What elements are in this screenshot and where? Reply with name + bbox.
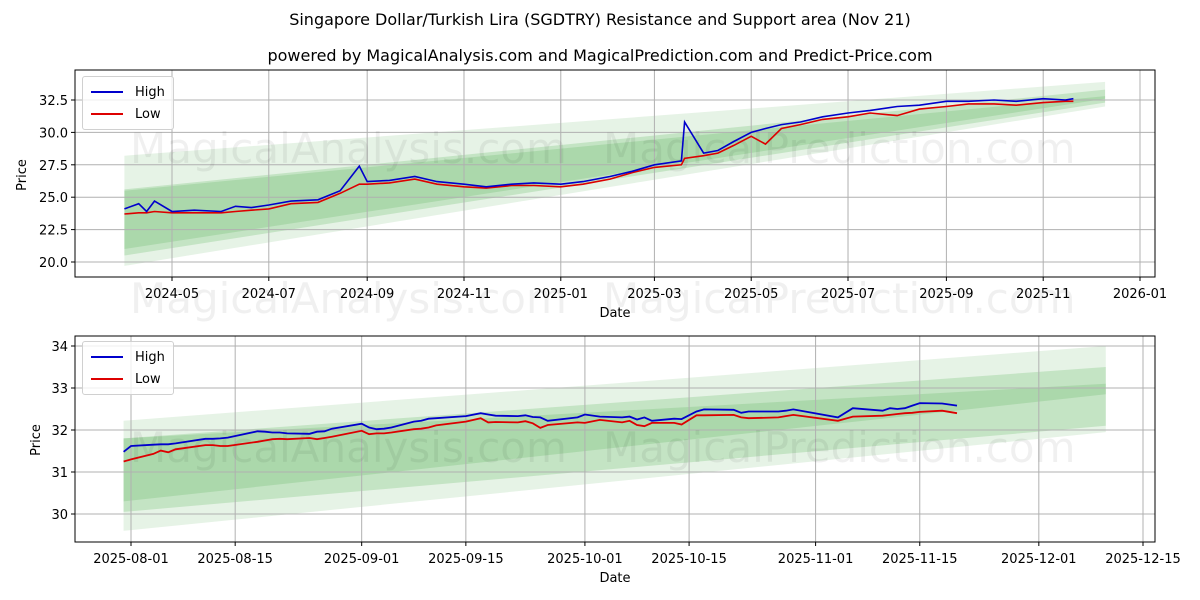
top-support-resistance-bands	[124, 81, 1106, 266]
bottom-low-line	[123, 409, 958, 463]
x-tick-label: 2025-07	[821, 287, 875, 302]
band-outer	[124, 81, 1106, 266]
watermark-prediction-2: MagicalPrediction.com	[603, 274, 1076, 323]
high-swatch-icon	[91, 356, 123, 358]
top-x-axis-label: Date	[599, 306, 630, 321]
y-tick-label: 32	[51, 424, 68, 439]
bottom-y-axis-label: Price	[29, 424, 44, 456]
legend-item-high: High	[91, 346, 165, 368]
x-tick-label: 2024-09	[340, 287, 394, 302]
x-tick-label: 2025-01	[534, 287, 588, 302]
top-y-axis-label: Price	[15, 159, 30, 191]
top-x-axis-ticks: 2024-05 2024-07 2024-09 2024-11 2025-01 2025-…	[145, 277, 1167, 302]
watermark-prediction-3: MagicalPrediction.com	[603, 423, 1076, 472]
low-swatch-icon	[91, 378, 123, 380]
top-low-line	[124, 100, 1074, 215]
x-tick-label: 2025-11	[1016, 287, 1070, 302]
y-tick-label: 30	[51, 508, 68, 523]
bottom-x-axis-label: Date	[599, 571, 630, 586]
high-swatch-icon	[91, 91, 123, 93]
x-tick-label: 2025-12-15	[1105, 552, 1181, 567]
legend-label-low: Low	[135, 371, 161, 387]
legend-item-low: Low	[91, 103, 165, 125]
x-tick-label: 2026-01	[1113, 287, 1167, 302]
legend-item-high: High	[91, 81, 165, 103]
top-legend: High Low	[82, 76, 174, 130]
bottom-high-line	[123, 402, 958, 453]
bottom-legend: High Low	[82, 341, 174, 395]
chart-subtitle: powered by MagicalAnalysis.com and Magic…	[267, 46, 933, 65]
y-tick-label: 30.0	[39, 126, 68, 141]
bottom-gridlines	[75, 336, 1155, 542]
x-tick-label: 2024-07	[242, 287, 296, 302]
x-tick-label: 2024-05	[145, 287, 199, 302]
x-tick-label: 2024-11	[437, 287, 491, 302]
y-tick-label: 22.5	[39, 224, 68, 239]
y-tick-label: 33	[51, 382, 68, 397]
chart-title: Singapore Dollar/Turkish Lira (SGDTRY) R…	[289, 10, 911, 29]
x-tick-label: 2025-08-15	[197, 552, 273, 567]
band-inner	[124, 96, 1106, 250]
band-middle	[123, 367, 1106, 512]
legend-label-low: Low	[135, 106, 161, 122]
y-tick-label: 27.5	[39, 159, 68, 174]
x-tick-label: 2025-09-15	[428, 552, 504, 567]
x-tick-label: 2025-12-01	[1001, 552, 1077, 567]
x-tick-label: 2025-09	[919, 287, 973, 302]
x-tick-label: 2025-10-01	[547, 552, 623, 567]
bottom-plot-frame	[74, 335, 1156, 543]
top-y-axis-ticks: 20.0 22.5 25.0 27.5 30.0 32.5	[39, 94, 75, 271]
top-gridlines	[75, 70, 1155, 277]
band-outer	[123, 346, 1106, 531]
y-tick-label: 32.5	[39, 94, 68, 109]
watermark-analysis-2: MagicalAnalysis.com	[130, 274, 567, 323]
x-tick-label: 2025-09-01	[324, 552, 400, 567]
bottom-plot: MagicalAnalysis.com MagicalPrediction.co…	[29, 335, 1181, 586]
x-tick-label: 2025-05	[724, 287, 778, 302]
x-tick-label: 2025-03	[627, 287, 681, 302]
watermark-analysis-3: MagicalAnalysis.com	[130, 423, 567, 472]
watermark-analysis: MagicalAnalysis.com	[130, 124, 567, 173]
top-high-line	[124, 97, 1074, 213]
y-tick-label: 20.0	[39, 256, 68, 271]
x-tick-label: 2025-11-01	[778, 552, 854, 567]
top-plot: MagicalAnalysis.com MagicalPrediction.co…	[15, 69, 1167, 323]
low-swatch-icon	[91, 113, 123, 115]
y-tick-label: 25.0	[39, 191, 68, 206]
x-tick-label: 2025-08-01	[93, 552, 169, 567]
x-tick-label: 2025-11-15	[882, 552, 958, 567]
legend-item-low: Low	[91, 368, 165, 390]
y-tick-label: 31	[51, 466, 68, 481]
legend-label-high: High	[135, 349, 165, 365]
x-tick-label: 2025-10-15	[651, 552, 727, 567]
bottom-x-axis-ticks: 2025-08-01 2025-08-15 2025-09-01 2025-09-15…	[93, 542, 1181, 567]
bottom-y-axis-ticks: 30 31 32 33 34	[51, 340, 75, 523]
y-tick-label: 34	[51, 340, 68, 355]
legend-label-high: High	[135, 84, 165, 100]
band-middle	[124, 89, 1106, 256]
top-plot-frame	[74, 69, 1156, 278]
